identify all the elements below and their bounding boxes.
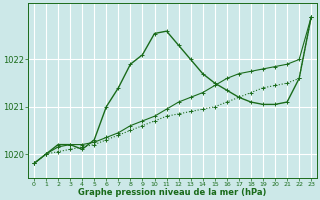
X-axis label: Graphe pression niveau de la mer (hPa): Graphe pression niveau de la mer (hPa) — [78, 188, 267, 197]
